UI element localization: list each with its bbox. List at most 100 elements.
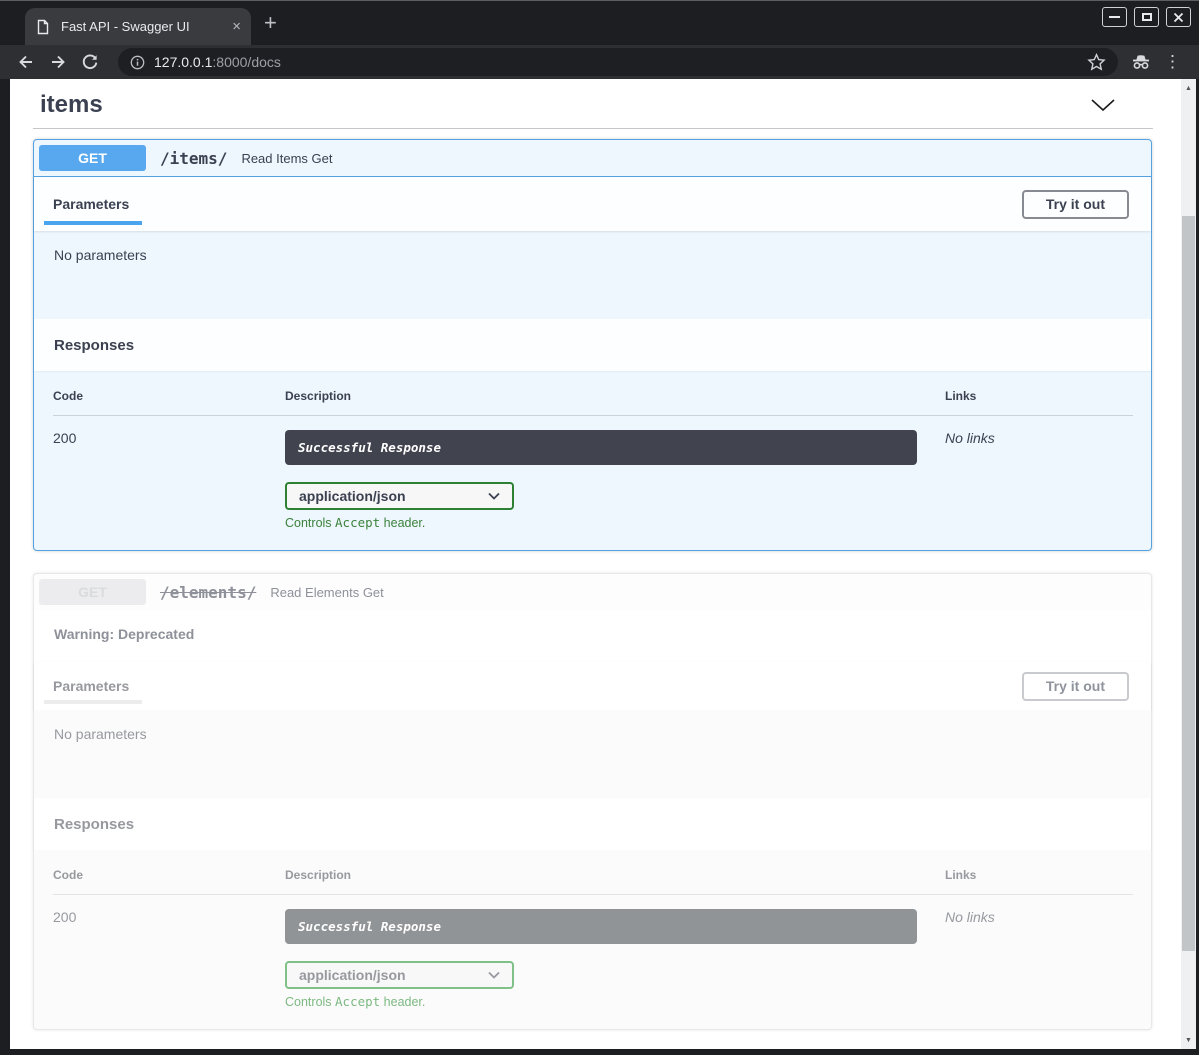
opblock-summary[interactable]: GET /elements/ Read Elements Get [34, 574, 1151, 610]
op-summary-text: Read Elements Get [270, 584, 384, 600]
viewport: items GET /items/ Read Items Get Paramet… [10, 79, 1196, 1049]
tag-divider [33, 128, 1153, 129]
accept-header-caption: Controls Accept header. [285, 515, 945, 530]
response-description-box: Successful Response [285, 909, 917, 944]
caption-prefix: Controls [285, 516, 336, 530]
caption-prefix: Controls [285, 995, 336, 1009]
col-links: Links [945, 868, 1133, 895]
reload-button[interactable] [80, 52, 100, 72]
caption-code: Accept [335, 515, 381, 530]
opblock-summary[interactable]: GET /items/ Read Items Get [34, 140, 1151, 177]
opblock-get-elements-deprecated: GET /elements/ Read Elements Get Warning… [33, 573, 1152, 1030]
caption-suffix: header. [380, 516, 426, 530]
toolbar-right: ⋮ [1130, 52, 1189, 72]
titlebar: Fast API - Swagger UI × + [0, 1, 1199, 45]
swagger-page: items GET /items/ Read Items Get Paramet… [10, 79, 1181, 1049]
responses-grid: Code Description Links 200 Successful Re… [53, 389, 1133, 530]
response-description-cell: Successful Response application/json Con… [285, 416, 945, 530]
no-links-text: No links [945, 430, 995, 446]
select-chevron-icon [488, 971, 500, 979]
responses-header: Responses [34, 798, 1151, 850]
forward-button[interactable] [48, 52, 68, 72]
responses-header: Responses [34, 319, 1151, 371]
col-code: Code [53, 868, 285, 895]
responses-table: Code Description Links 200 Successful Re… [34, 371, 1151, 550]
close-icon [1173, 12, 1184, 22]
tab-close-icon[interactable]: × [232, 18, 241, 35]
parameters-header: Parameters Try it out [34, 662, 1151, 710]
star-icon [1087, 53, 1106, 71]
response-description-text: Successful Response [298, 919, 441, 934]
caption-code: Accept [335, 994, 381, 1009]
response-description-box: Successful Response [285, 430, 917, 465]
select-chevron-icon [488, 492, 500, 500]
parameters-body: No parameters [34, 231, 1151, 319]
media-type-select[interactable]: application/json [285, 961, 514, 989]
scrollbar-up-button[interactable]: ▲ [1185, 84, 1192, 92]
close-button[interactable] [1166, 7, 1191, 27]
address-bar[interactable]: 127.0.0.1:8000/docs [118, 48, 1118, 76]
no-parameters-text: No parameters [54, 247, 147, 263]
url-text: 127.0.0.1:8000/docs [154, 54, 281, 70]
op-path: /items/ [160, 148, 228, 168]
forward-icon [52, 55, 65, 69]
try-it-out-button[interactable]: Try it out [1021, 671, 1129, 701]
scrollbar-thumb[interactable] [1182, 216, 1195, 951]
incognito-icon [1133, 55, 1149, 69]
col-description: Description [285, 389, 945, 416]
tab-title: Fast API - Swagger UI [61, 19, 190, 34]
no-links-text: No links [945, 909, 995, 925]
response-code: 200 [53, 909, 77, 925]
col-description: Description [285, 868, 945, 895]
op-path: /elements/ [160, 582, 257, 602]
new-tab-button[interactable]: + [264, 10, 277, 35]
parameters-body: No parameters [34, 710, 1151, 798]
site-info-icon [130, 55, 145, 69]
col-code: Code [53, 389, 285, 416]
responses-table: Code Description Links 200 Successful Re… [34, 850, 1151, 1029]
caption-suffix: header. [380, 995, 426, 1009]
deprecated-warning: Warning: Deprecated [34, 610, 1151, 662]
url-path: :8000/docs [212, 54, 281, 70]
tab-parameters[interactable]: Parameters [44, 662, 143, 710]
browser-tab[interactable]: Fast API - Swagger UI × [25, 8, 251, 45]
media-type-value: application/json [299, 488, 406, 504]
col-links: Links [945, 389, 1133, 416]
minimize-button[interactable] [1102, 7, 1127, 27]
back-icon [19, 55, 32, 69]
tag-title: items [40, 91, 103, 118]
responses-title: Responses [54, 815, 135, 833]
op-summary-text: Read Items Get [241, 150, 333, 166]
responses-grid: Code Description Links 200 Successful Re… [53, 868, 1133, 1009]
response-description-cell: Successful Response application/json Con… [285, 895, 945, 1009]
tab-parameters[interactable]: Parameters [44, 177, 143, 231]
bookmark-button[interactable] [1087, 53, 1106, 71]
method-badge: GET [39, 145, 146, 171]
method-badge: GET [39, 579, 146, 605]
page-scrollbar[interactable]: ▲ ▼ [1181, 79, 1196, 1049]
minimize-icon [1109, 16, 1120, 18]
browser-toolbar: 127.0.0.1:8000/docs ⋮ [0, 45, 1199, 79]
opblock-get-items: GET /items/ Read Items Get Parameters Tr… [33, 139, 1152, 551]
window-controls [1102, 7, 1191, 27]
response-description-text: Successful Response [298, 440, 441, 455]
scrollbar-down-button[interactable]: ▼ [1185, 1036, 1192, 1044]
chevron-down-icon[interactable] [1090, 98, 1116, 112]
tag-section-header[interactable]: items [10, 79, 1181, 128]
page-favicon-icon [37, 19, 49, 34]
browser-menu-button[interactable]: ⋮ [1164, 52, 1181, 71]
maximize-icon [1141, 13, 1152, 21]
responses-title: Responses [54, 336, 135, 354]
accept-header-caption: Controls Accept header. [285, 994, 945, 1009]
maximize-button[interactable] [1134, 7, 1159, 27]
response-code: 200 [53, 430, 77, 446]
no-parameters-text: No parameters [54, 726, 147, 742]
url-host: 127.0.0.1 [154, 54, 213, 70]
back-button[interactable] [16, 52, 36, 72]
reload-icon [82, 54, 98, 69]
media-type-value: application/json [299, 967, 406, 983]
media-type-select[interactable]: application/json [285, 482, 514, 510]
parameters-header: Parameters Try it out [34, 177, 1151, 231]
try-it-out-button[interactable]: Try it out [1021, 189, 1129, 219]
